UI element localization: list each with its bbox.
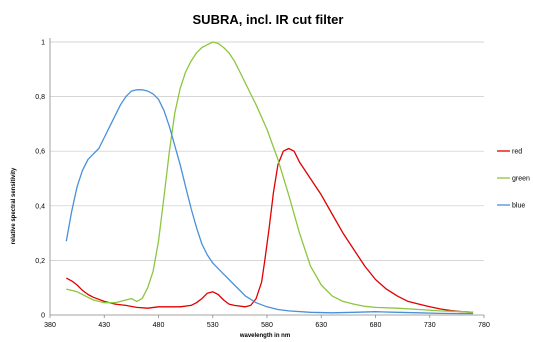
legend-label-blue: blue xyxy=(512,203,525,210)
x-tick-label: 630 xyxy=(315,322,327,329)
x-tick-label: 380 xyxy=(44,322,56,329)
series-line-blue xyxy=(65,89,474,315)
legend-label-green: green xyxy=(512,176,530,183)
chart-title: SUBRA, incl. IR cut filter xyxy=(193,12,344,27)
y-tick-label: 0,4 xyxy=(35,203,45,210)
x-tick-label: 780 xyxy=(478,322,490,329)
y-tick-label: 1 xyxy=(41,40,45,47)
axes xyxy=(49,38,485,318)
x-tick-label: 580 xyxy=(261,322,273,329)
x-tick-label: 680 xyxy=(370,322,382,329)
gridlines xyxy=(50,41,484,261)
x-tick-label: 730 xyxy=(424,322,436,329)
series-lines xyxy=(65,41,474,315)
y-tick-labels: 0 0,2 0,4 0,6 0,8 1 xyxy=(35,40,45,320)
y-tick-label: 0,8 xyxy=(35,94,45,101)
y-tick-label: 0 xyxy=(41,313,45,320)
legend-label-red: red xyxy=(512,149,522,156)
legend: red green blue xyxy=(497,149,530,210)
series-line-red xyxy=(66,147,474,313)
x-tick-label: 430 xyxy=(98,322,110,329)
y-tick-label: 0,6 xyxy=(35,149,45,156)
y-axis-label: relative spectral sensitivity xyxy=(11,167,17,244)
x-tick-label: 480 xyxy=(153,322,165,329)
y-tick-label: 0,2 xyxy=(35,258,45,265)
x-tick-labels: 380 430 480 530 580 630 680 730 780 xyxy=(44,322,490,329)
x-tick-label: 530 xyxy=(207,322,219,329)
x-axis-label: wavelength in nm xyxy=(239,333,290,339)
series-line-green xyxy=(66,41,474,313)
